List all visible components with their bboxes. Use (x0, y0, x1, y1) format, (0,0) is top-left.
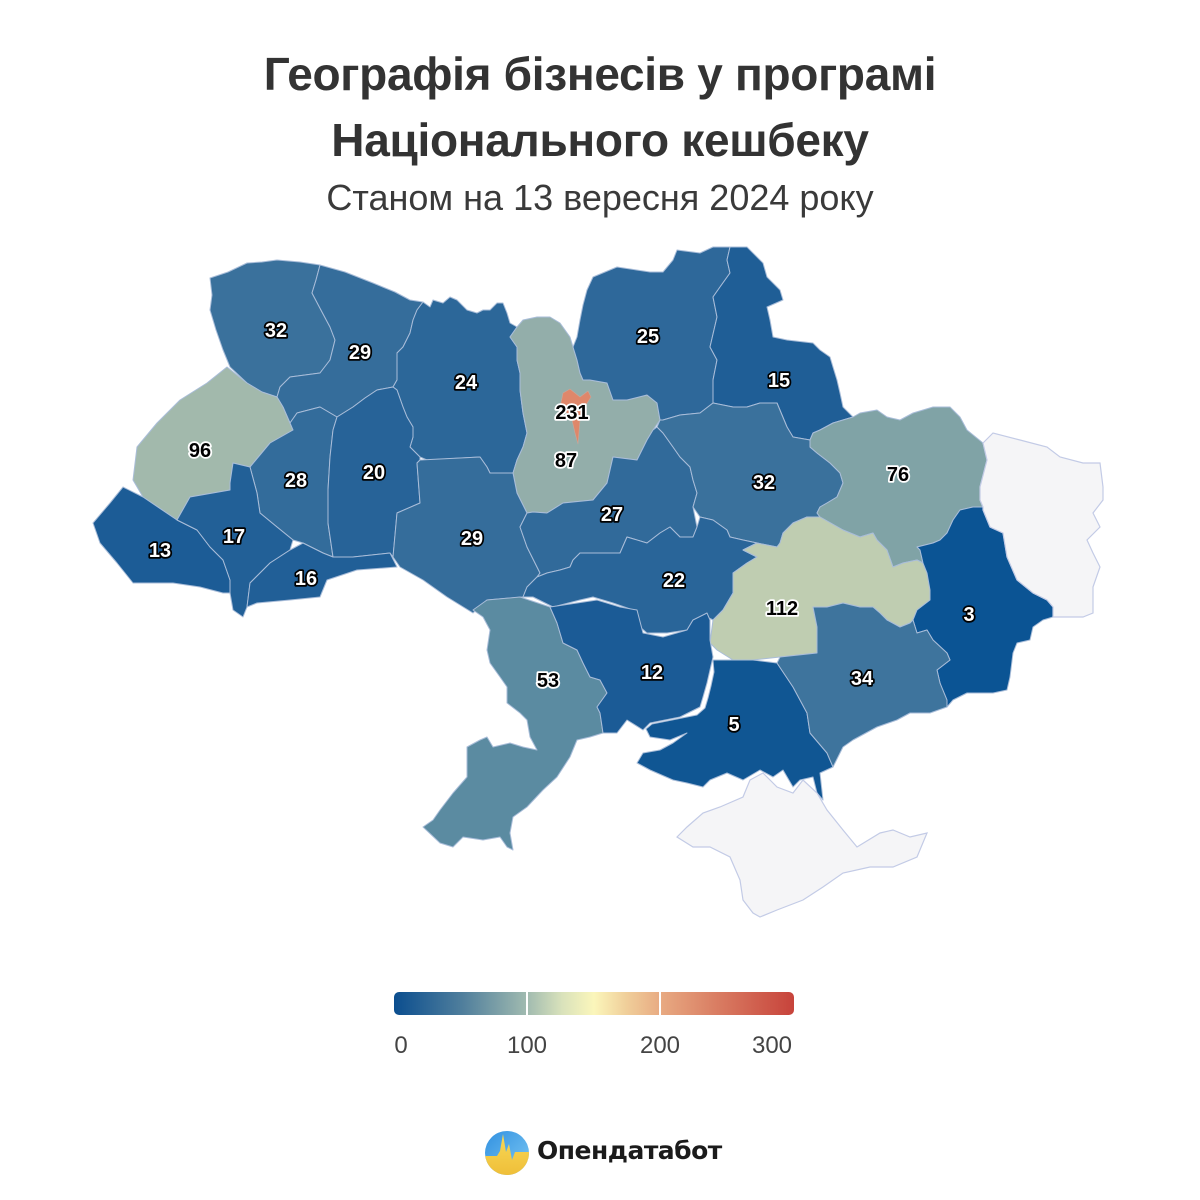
legend-divider-200 (659, 992, 661, 1015)
region-mykolaiv[interactable] (549, 599, 714, 734)
value-label-kyiv-city: 231 (555, 402, 588, 424)
value-label-rivne: 29 (349, 342, 371, 364)
value-label-odesa: 53 (537, 670, 559, 692)
region-luhansk-no-data[interactable] (979, 432, 1104, 618)
chart-title-line1: Географія бізнесів у програмі (263, 48, 937, 100)
legend-tick-0: 0 (394, 1032, 408, 1059)
value-label-kirovohrad: 22 (663, 570, 685, 592)
value-label-ternopil: 28 (285, 470, 307, 492)
legend-tick-300: 300 (751, 1032, 793, 1059)
chart-title-line2: Національного кешбеку (331, 114, 869, 166)
value-label-zakarpattia: 13 (149, 540, 171, 562)
value-label-volyn: 32 (265, 320, 287, 342)
value-label-cherkasy: 27 (601, 504, 623, 526)
value-labels-layer: 32 29 24 87 231 25 15 96 28 20 29 27 32 … (147, 318, 976, 738)
brand-name: Опендатабот (537, 1136, 722, 1165)
brand-logo: Опендатабот (484, 1130, 744, 1176)
legend-tick-200: 200 (639, 1032, 681, 1059)
regions-layer (92, 246, 1104, 918)
value-label-donetsk: 3 (963, 604, 974, 626)
legend-divider-100 (526, 992, 528, 1015)
value-label-zhytomyr: 24 (455, 372, 478, 394)
value-label-kyiv-oblast: 87 (555, 450, 577, 472)
value-label-lviv: 96 (189, 440, 211, 462)
value-label-chernivtsi: 16 (295, 568, 317, 590)
region-chernivtsi[interactable] (246, 542, 398, 608)
value-label-ivano-frankivsk: 17 (223, 526, 245, 548)
region-zaporizhzhia[interactable] (776, 602, 951, 768)
value-label-zaporizhzhia: 34 (851, 668, 874, 690)
value-label-kherson: 5 (728, 714, 739, 736)
region-kyiv-city[interactable] (559, 388, 592, 445)
value-label-sumy: 15 (768, 370, 790, 392)
value-label-kharkiv: 76 (887, 464, 909, 486)
value-label-khmelnytskyi: 20 (363, 462, 385, 484)
value-label-poltava: 32 (753, 472, 775, 494)
color-scale-legend-bar (394, 992, 794, 1015)
region-crimea-no-data[interactable] (676, 772, 929, 918)
opendatabot-logo-icon (485, 1131, 529, 1175)
value-label-dnipropetrovsk: 112 (766, 598, 798, 620)
legend-tick-100: 100 (506, 1032, 548, 1059)
value-label-chernihiv: 25 (637, 326, 659, 348)
value-label-mykolaiv: 12 (641, 662, 663, 684)
chart-subtitle: Станом на 13 вересня 2024 року (326, 177, 874, 218)
value-label-vinnytsia: 29 (461, 528, 483, 550)
